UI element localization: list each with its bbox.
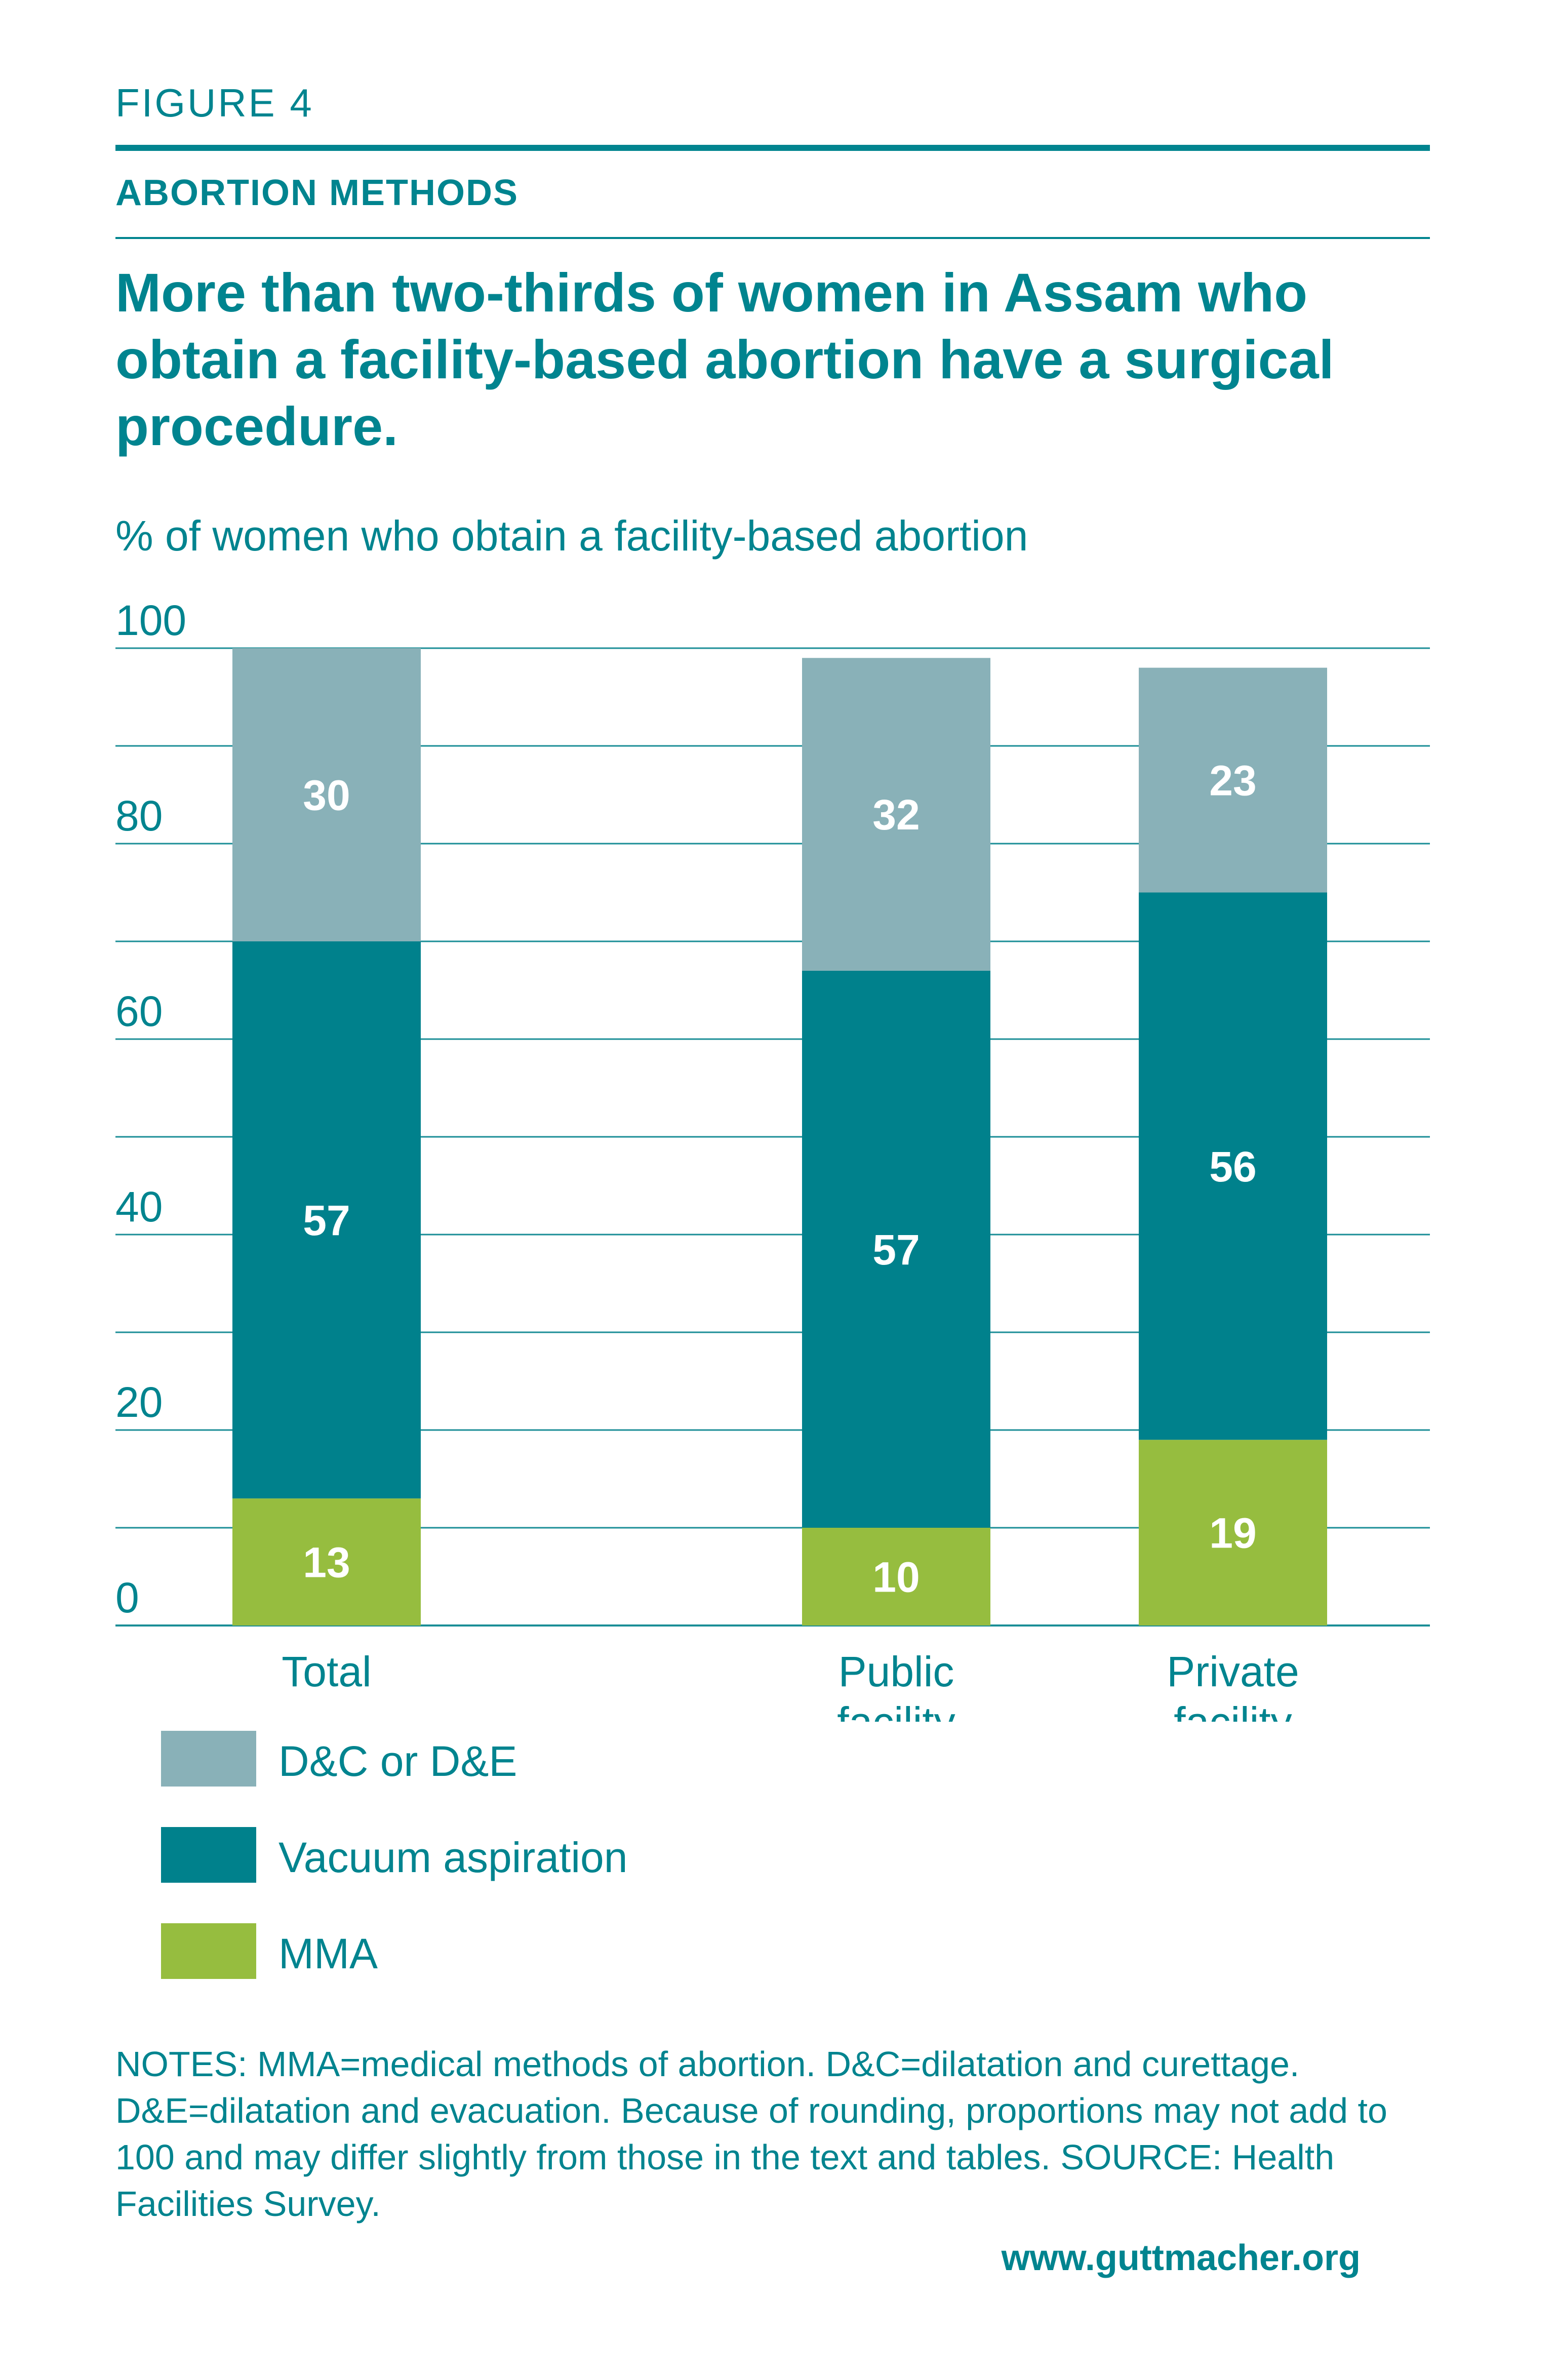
bar-segment bbox=[232, 648, 421, 941]
x-tick-label: facility bbox=[1174, 1698, 1292, 1722]
legend-item: MMA bbox=[161, 1923, 769, 1979]
x-tick-label: facility bbox=[837, 1698, 955, 1722]
chart-headline: More than two-thirds of women in Assam w… bbox=[115, 262, 1334, 457]
y-tick-label: 100 bbox=[115, 597, 186, 644]
data-label: 23 bbox=[1209, 757, 1256, 805]
legend-label: D&C or D&E bbox=[278, 1737, 517, 1785]
x-tick-label: Private bbox=[1167, 1648, 1299, 1695]
section-divider bbox=[115, 237, 1430, 239]
bar-segment bbox=[232, 1498, 421, 1625]
data-label: 57 bbox=[303, 1197, 350, 1244]
bar-segment bbox=[1139, 667, 1327, 893]
data-label: 57 bbox=[872, 1226, 920, 1274]
legend-swatch bbox=[161, 1827, 256, 1883]
bar-segment bbox=[802, 658, 990, 971]
y-tick-label: 80 bbox=[115, 792, 163, 840]
x-tick-labels: Total Public facility Private facility bbox=[282, 1648, 1299, 1722]
legend-item: Vacuum aspiration bbox=[161, 1827, 769, 1883]
data-label: 32 bbox=[872, 791, 920, 839]
bar-segment bbox=[1139, 1440, 1327, 1625]
x-tick-label: Total bbox=[282, 1648, 371, 1695]
legend-swatch bbox=[161, 1731, 256, 1787]
section-title: ABORTION METHODS bbox=[115, 173, 518, 213]
y-tick-label: 0 bbox=[115, 1574, 139, 1621]
x-tick-label: Public bbox=[839, 1648, 954, 1695]
data-label: 13 bbox=[303, 1539, 350, 1586]
data-label: 19 bbox=[1209, 1510, 1256, 1557]
legend-item: D&C or D&E bbox=[161, 1731, 769, 1787]
y-tick-label: 60 bbox=[115, 987, 163, 1035]
bar-segment bbox=[802, 970, 990, 1528]
bar-segment bbox=[802, 1528, 990, 1625]
data-label: 30 bbox=[303, 772, 350, 819]
figure-label: FIGURE 4 bbox=[115, 81, 314, 125]
data-label: 10 bbox=[872, 1554, 920, 1601]
data-label: 56 bbox=[1209, 1143, 1256, 1191]
legend-label: MMA bbox=[278, 1930, 378, 1977]
bar-segment bbox=[1139, 892, 1327, 1440]
notes: NOTES: MMA=medical methods of abortion. … bbox=[115, 2044, 1387, 2224]
top-divider bbox=[115, 145, 1430, 151]
bars: 13 57 30 10 57 32 19 56 23 bbox=[232, 648, 1327, 1625]
legend-swatch bbox=[161, 1923, 256, 1979]
y-tick-label: 40 bbox=[115, 1183, 163, 1231]
website-link[interactable]: www.guttmacher.org bbox=[1001, 2238, 1361, 2278]
stacked-bar-chart: 0 20 40 60 80 100 13 57 30 10 57 32 19 56 23 Total Pub… bbox=[115, 597, 1430, 1722]
y-axis-label: % of women who obtain a facility-based a… bbox=[115, 512, 1028, 560]
y-tick-labels: 0 20 40 60 80 100 bbox=[115, 597, 186, 1621]
bar-segment bbox=[232, 941, 421, 1499]
y-tick-label: 20 bbox=[115, 1378, 163, 1426]
legend-label: Vacuum aspiration bbox=[278, 1834, 628, 1881]
